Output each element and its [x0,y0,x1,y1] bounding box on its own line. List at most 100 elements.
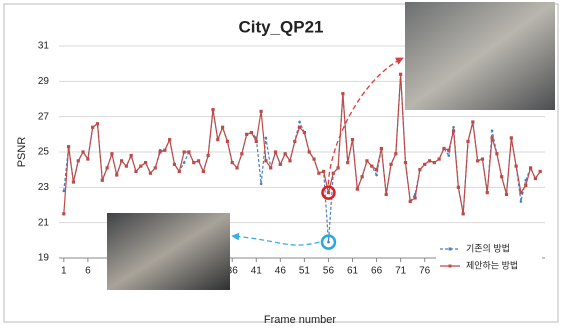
x-tick-label: 51 [299,266,311,277]
point [413,196,416,199]
point [505,193,508,196]
point [336,166,339,169]
point [67,145,70,148]
point [221,126,224,129]
point [168,138,171,141]
point [370,165,373,168]
point [500,175,503,178]
x-tick-label: 41 [251,266,263,277]
point [394,152,397,155]
point [106,166,109,169]
point [447,154,450,157]
legend-label: 기존의 방법 [466,243,510,253]
point [423,163,426,166]
point [240,152,243,155]
x-tick-label: 66 [371,266,383,277]
point [115,173,118,176]
point [404,161,407,164]
point [187,150,190,153]
x-tick-label: 56 [323,266,335,277]
point [279,163,282,166]
point [77,159,80,162]
x-axis-label: Frame number [264,314,336,326]
y-axis-label: PSNR [16,137,28,168]
point [490,136,493,139]
legend-swatch-marker [449,248,452,251]
point [471,120,474,123]
point [207,154,210,157]
point [418,168,421,171]
point [62,212,65,215]
y-tick-label: 19 [38,253,50,264]
point [120,159,123,162]
point [515,165,518,168]
point [375,168,378,171]
point [322,170,325,173]
point [72,180,75,183]
point [375,174,378,177]
point [365,159,368,162]
point [101,179,104,182]
point [226,140,229,143]
point [346,161,349,164]
y-tick-label: 25 [38,147,50,158]
point [269,166,272,169]
point [265,137,268,140]
point [231,161,234,164]
x-tick-label: 76 [419,266,431,277]
photo-proposed [405,2,555,110]
legend-swatch-marker [449,265,452,268]
point [183,150,186,153]
point [264,159,267,162]
y-tick-label: 29 [38,76,50,87]
point [534,177,537,180]
point [389,163,392,166]
point [457,186,460,189]
point [327,191,330,194]
point [428,159,431,162]
point [462,212,465,215]
point [197,159,200,162]
point [255,140,258,143]
point [539,170,542,173]
point [491,130,494,133]
legend-label: 제안하는 방법 [466,260,518,270]
point [303,131,306,134]
point [158,150,161,153]
y-tick-label: 31 [38,41,50,52]
point [211,108,214,111]
point [139,165,142,168]
point [293,140,296,143]
point [250,131,253,134]
point [245,133,248,136]
point [495,152,498,155]
point [284,152,287,155]
point [520,200,523,203]
point [486,191,489,194]
point [259,110,262,113]
point [524,184,527,187]
point [235,166,238,169]
point [192,161,195,164]
point [130,154,133,157]
point [341,92,344,95]
point [399,73,402,76]
y-tick-label: 21 [38,217,50,228]
point [317,172,320,175]
chart: 1921232527293116111621263136414651566166… [0,0,563,328]
point [178,170,181,173]
point [452,126,455,129]
photo-original [107,213,230,290]
point [332,172,335,175]
point [466,140,469,143]
point [154,166,157,169]
y-tick-label: 27 [38,111,50,122]
x-tick-label: 71 [395,266,407,277]
point [202,170,205,173]
point [476,159,479,162]
point [519,191,522,194]
chart-title: City_QP21 [238,17,323,36]
point [351,138,354,141]
x-tick-label: 1 [61,266,67,277]
point [260,183,263,186]
